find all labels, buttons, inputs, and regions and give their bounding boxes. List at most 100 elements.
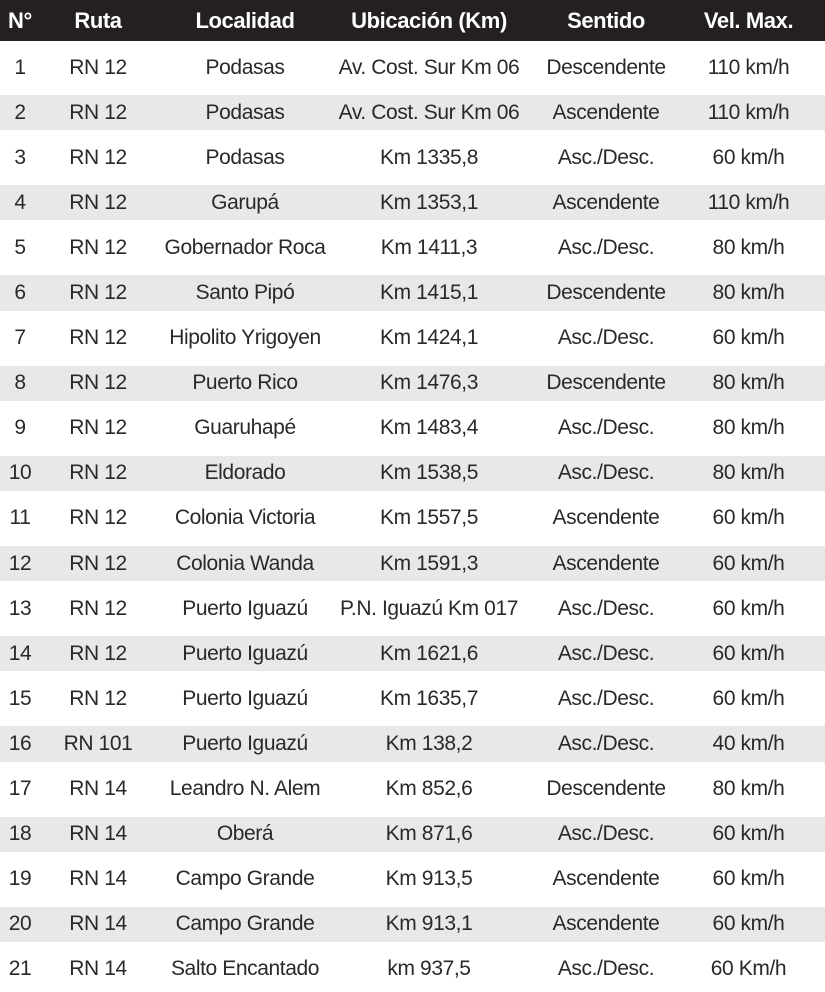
table-row: 7 RN 12 Hipolito Yrigoyen Km 1424,1 Asc./Des… <box>0 315 825 361</box>
cell-sentido: Ascendente <box>524 495 688 542</box>
cell-vel: 110 km/h <box>688 90 825 136</box>
cell-localidad: Gobernador Roca <box>156 225 334 271</box>
cell-ubicacion: Km 138,2 <box>334 721 524 767</box>
cell-ubicacion: Km 1557,5 <box>334 495 524 542</box>
cell-ruta: RN 12 <box>40 541 156 587</box>
cell-sentido: Descendente <box>524 360 688 406</box>
cell-ruta: RN 12 <box>40 450 156 496</box>
cell-localidad: Eldorado <box>156 450 334 496</box>
cell-ubicacion: km 937,5 <box>334 946 524 992</box>
cell-ruta: RN 14 <box>40 901 156 947</box>
cell-n: 19 <box>0 856 40 902</box>
cell-localidad: Puerto Iguazú <box>156 586 334 632</box>
cell-localidad: Guaruhapé <box>156 405 334 451</box>
table-row: 13 RN 12 Puerto Iguazú P.N. Iguazú Km 017 As… <box>0 586 825 632</box>
cell-vel: 80 km/h <box>688 360 825 406</box>
cell-ruta: RN 12 <box>40 676 156 722</box>
cell-n: 5 <box>0 225 40 271</box>
cell-localidad: Garupá <box>156 180 334 226</box>
cell-ruta: RN 12 <box>40 315 156 361</box>
cell-ruta: RN 12 <box>40 631 156 677</box>
header-row: N° Ruta Localidad Ubicación (Km) Sentido… <box>0 0 825 45</box>
cell-vel: 80 km/h <box>688 405 825 451</box>
cell-vel: 60 km/h <box>688 315 825 361</box>
table-row: 15 RN 12 Puerto Iguazú Km 1635,7 Asc./Desc. 6… <box>0 676 825 722</box>
cell-n: 17 <box>0 766 40 812</box>
cell-localidad: Salto Encantado <box>156 946 334 992</box>
cell-n: 7 <box>0 315 40 361</box>
table-row: 10 RN 12 Eldorado Km 1538,5 Asc./Desc. 80 km/… <box>0 450 825 496</box>
column-header-localidad: Localidad <box>156 0 334 45</box>
cell-ruta: RN 12 <box>40 270 156 316</box>
cell-sentido: Asc./Desc. <box>524 405 688 451</box>
cell-vel: 40 km/h <box>688 721 825 767</box>
cell-vel: 80 km/h <box>688 225 825 271</box>
cell-sentido: Asc./Desc. <box>524 225 688 271</box>
cell-localidad: Campo Grande <box>156 856 334 902</box>
cell-vel: 60 Km/h <box>688 946 825 992</box>
cell-localidad: Campo Grande <box>156 901 334 947</box>
cell-ubicacion: Km 1415,1 <box>334 270 524 316</box>
cell-sentido: Asc./Desc. <box>524 721 688 767</box>
cell-ubicacion: Av. Cost. Sur Km 06 <box>334 45 524 91</box>
column-header-sentido: Sentido <box>524 0 688 45</box>
cell-sentido: Asc./Desc. <box>524 315 688 361</box>
cell-n: 1 <box>0 45 40 91</box>
cell-ubicacion: Km 1591,3 <box>334 541 524 587</box>
cell-n: 16 <box>0 721 40 767</box>
cell-ubicacion: Km 852,6 <box>334 766 524 812</box>
cell-ubicacion: Km 1635,7 <box>334 676 524 722</box>
cell-ubicacion: Km 1411,3 <box>334 225 524 271</box>
cell-ubicacion: Km 1483,4 <box>334 405 524 451</box>
column-header-ruta: Ruta <box>40 0 156 45</box>
column-header-vel-max: Vel. Max. <box>688 0 825 45</box>
table-row: 19 RN 14 Campo Grande Km 913,5 Ascendente 60 … <box>0 856 825 902</box>
cell-vel: 80 km/h <box>688 270 825 316</box>
cell-sentido: Ascendente <box>524 856 688 902</box>
cell-n: 2 <box>0 90 40 136</box>
table-header: N° Ruta Localidad Ubicación (Km) Sentido… <box>0 0 825 45</box>
column-header-n: N° <box>0 0 40 45</box>
cell-ubicacion: Km 1538,5 <box>334 450 524 496</box>
cell-ruta: RN 12 <box>40 135 156 181</box>
cell-ruta: RN 14 <box>40 766 156 812</box>
cell-vel: 60 km/h <box>688 856 825 902</box>
cell-ruta: RN 101 <box>40 721 156 767</box>
cell-n: 15 <box>0 676 40 722</box>
cell-ubicacion: Km 913,5 <box>334 856 524 902</box>
cell-sentido: Descendente <box>524 766 688 812</box>
cell-n: 12 <box>0 541 40 587</box>
cell-sentido: Asc./Desc. <box>524 586 688 632</box>
table-row: 16 RN 101 Puerto Iguazú Km 138,2 Asc./Desc. 4… <box>0 721 825 767</box>
cell-n: 21 <box>0 946 40 992</box>
cell-vel: 60 km/h <box>688 631 825 677</box>
cell-n: 6 <box>0 270 40 316</box>
cell-vel: 60 km/h <box>688 586 825 632</box>
cell-sentido: Ascendente <box>524 180 688 226</box>
table-body: 1 RN 12 Podasas Av. Cost. Sur Km 06 Descende… <box>0 45 825 992</box>
cell-vel: 110 km/h <box>688 45 825 91</box>
cell-vel: 80 km/h <box>688 766 825 812</box>
cell-vel: 60 km/h <box>688 541 825 587</box>
table-row: 18 RN 14 Oberá Km 871,6 Asc./Desc. 60 km/h <box>0 811 825 857</box>
cell-n: 18 <box>0 811 40 857</box>
cell-ubicacion: Km 1476,3 <box>334 360 524 406</box>
cell-ruta: RN 12 <box>40 90 156 136</box>
table-row: 20 RN 14 Campo Grande Km 913,1 Ascendente 60 … <box>0 901 825 947</box>
cell-sentido: Asc./Desc. <box>524 811 688 857</box>
cell-n: 13 <box>0 586 40 632</box>
table-row: 21 RN 14 Salto Encantado km 937,5 Asc./Desc.… <box>0 946 825 992</box>
cell-sentido: Ascendente <box>524 90 688 136</box>
cell-ruta: RN 14 <box>40 856 156 902</box>
cell-localidad: Hipolito Yrigoyen <box>156 315 334 361</box>
cell-ubicacion: Km 1424,1 <box>334 315 524 361</box>
cell-ruta: RN 12 <box>40 360 156 406</box>
cell-localidad: Santo Pipó <box>156 270 334 316</box>
cell-n: 14 <box>0 631 40 677</box>
cell-sentido: Ascendente <box>524 541 688 587</box>
cell-localidad: Podasas <box>156 90 334 136</box>
cell-localidad: Oberá <box>156 811 334 857</box>
cell-sentido: Asc./Desc. <box>524 631 688 677</box>
